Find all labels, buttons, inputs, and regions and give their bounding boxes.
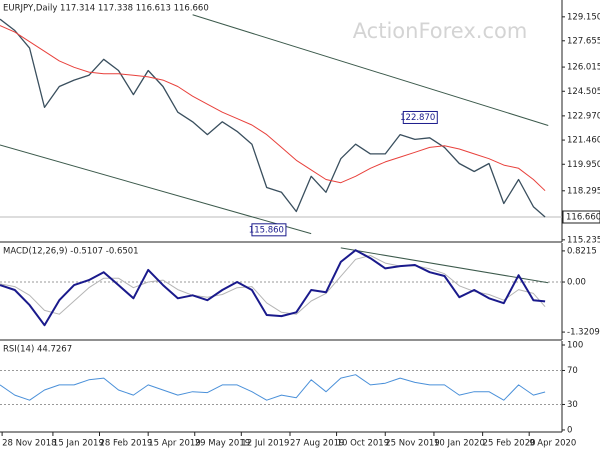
trendline xyxy=(0,144,312,235)
y-tick-label: 119.950 xyxy=(567,160,600,170)
annotation-box xyxy=(251,223,287,237)
x-tick-label: 10 Jan 2020 xyxy=(434,439,485,449)
y-tick-label: 127.655 xyxy=(567,36,600,46)
x-tick-label: 9 Apr 2020 xyxy=(529,439,576,449)
y-tick-label: 100 xyxy=(567,340,583,350)
x-tick-label: 25 Feb 2020 xyxy=(483,439,536,449)
panel-title: MACD(12,26,9) -0.5107 -0.6501 xyxy=(3,247,139,257)
series-line xyxy=(0,255,546,315)
annotation-box xyxy=(402,110,438,124)
annotation-label: 115.860 xyxy=(249,225,284,235)
x-tick-label: 15 Apr 2019 xyxy=(148,439,201,449)
x-tick-label: 27 Aug 2019 xyxy=(290,439,344,449)
x-tick-label: 29 May 2019 xyxy=(195,439,250,449)
x-tick-label: 10 Oct 2019 xyxy=(337,439,390,449)
x-tick-label: 15 Jan 2019 xyxy=(53,439,104,449)
y-tick-label: 0 xyxy=(567,425,572,435)
y-tick-label: 121.460 xyxy=(567,136,600,146)
x-tick-label: 25 Nov 2019 xyxy=(385,439,439,449)
y-tick-label: 118.295 xyxy=(567,186,600,196)
x-tick-label: 28 Feb 2019 xyxy=(99,439,152,449)
x-tick-label: 12 Jul 2019 xyxy=(241,439,289,449)
series-line xyxy=(0,249,546,327)
series-line xyxy=(0,25,546,192)
y-tick-label: 124.505 xyxy=(567,87,600,97)
current-price-box xyxy=(562,210,600,224)
annotation-label: 122.870 xyxy=(400,113,435,123)
current-price-label: 116.660 xyxy=(566,212,600,222)
x-tick-label: 28 Nov 2018 xyxy=(2,439,56,449)
trendline xyxy=(192,14,549,126)
y-tick-label: -1.3209 xyxy=(567,328,600,338)
y-tick-label: 126.015 xyxy=(567,63,600,73)
series-line xyxy=(0,374,546,401)
panel-title: EURJPY,Daily 117.314 117.338 116.613 116… xyxy=(3,4,209,14)
y-tick-label: 0.8215 xyxy=(567,246,597,256)
panel-title: RSI(14) 44.7267 xyxy=(3,345,72,355)
y-tick-label: 115.235 xyxy=(567,235,600,245)
watermark: ActionForex.com xyxy=(353,19,528,43)
y-tick-label: 70 xyxy=(567,366,578,376)
y-tick-label: 0.00 xyxy=(567,278,586,288)
y-tick-label: 129.150 xyxy=(567,12,600,22)
y-tick-label: 30 xyxy=(567,400,578,410)
trendline xyxy=(340,247,549,284)
y-tick-label: 122.970 xyxy=(567,111,600,121)
